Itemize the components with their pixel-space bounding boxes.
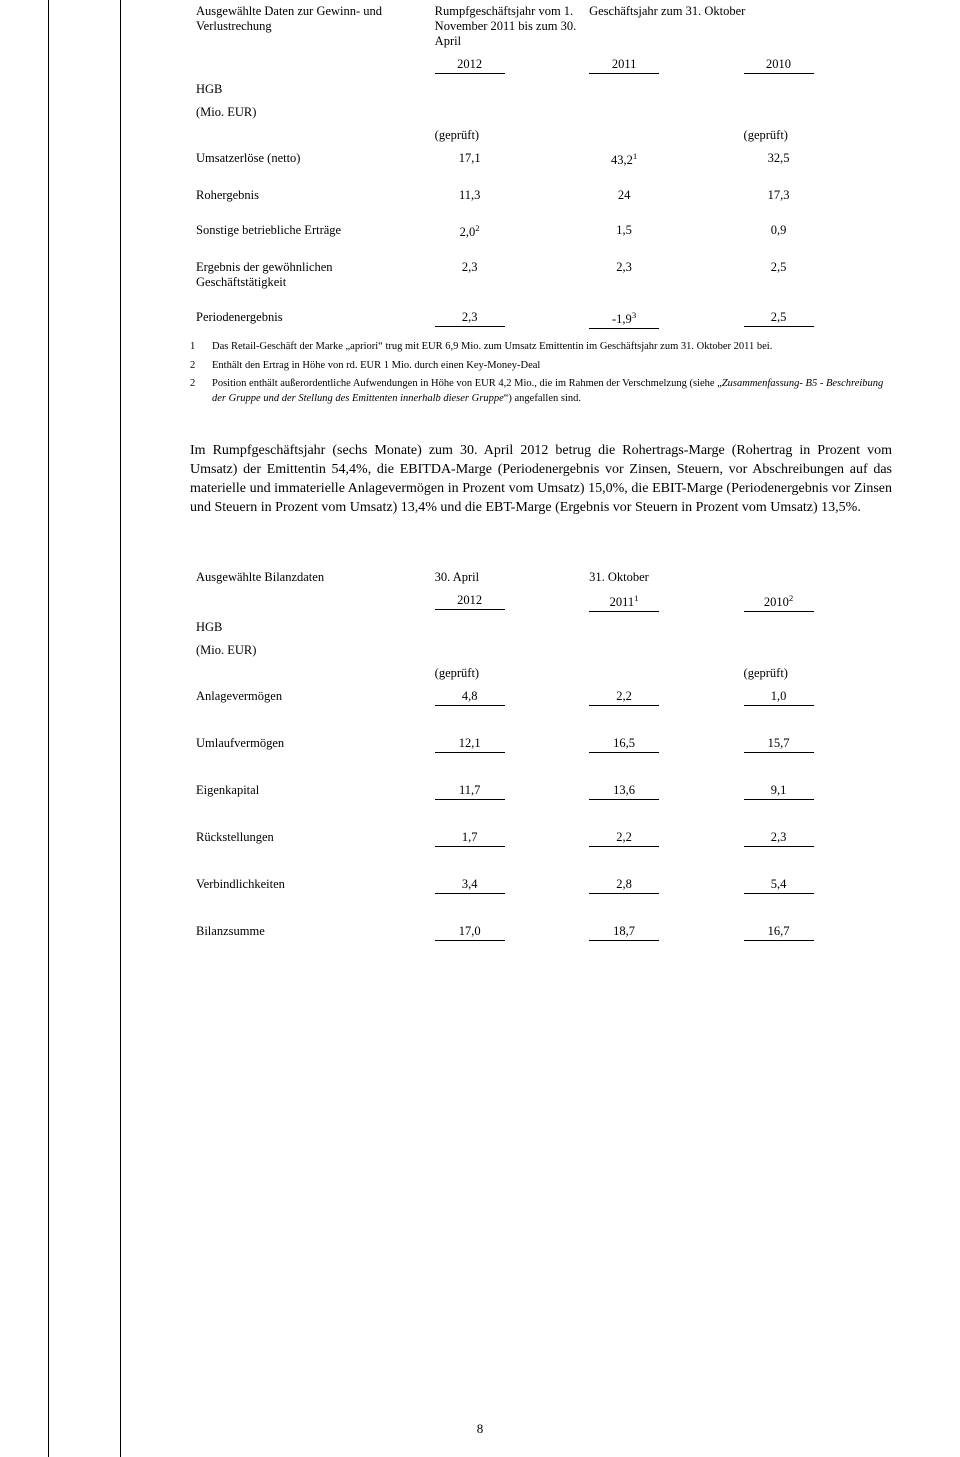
bs-hgb-2: (Mio. EUR) <box>190 639 892 662</box>
row-label: Sonstige betriebliche Erträge <box>190 219 429 244</box>
pl-audit-row: (geprüft) (geprüft) <box>190 124 892 147</box>
bs-col1-header: 30. April <box>429 566 583 589</box>
row-value: 2,3 <box>738 826 892 851</box>
row-value: 2,5 <box>738 306 892 333</box>
table-row: Eigenkapital11,713,69,1 <box>190 779 892 804</box>
row-value: 2,5 <box>738 256 892 294</box>
row-label: Umlaufvermögen <box>190 732 429 757</box>
table-row: Sonstige betriebliche Erträge2,021,50,9 <box>190 219 892 244</box>
footnote-text: Position enthält außerordentliche Aufwen… <box>212 376 892 406</box>
bs-audit-row: (geprüft) (geprüft) <box>190 662 892 685</box>
row-value: 17,1 <box>429 147 583 172</box>
row-value: -1,93 <box>583 306 737 333</box>
footnote: 2Position enthält außerordentliche Aufwe… <box>190 376 892 406</box>
hgb-label-1: HGB <box>190 78 892 101</box>
row-value: 2,8 <box>583 873 737 898</box>
row-label: Periodenergebnis <box>190 306 429 333</box>
footnote-number: 2 <box>190 358 212 373</box>
row-label: Ergebnis der gewöhnlichen Geschäftstätig… <box>190 256 429 294</box>
row-value: 43,21 <box>583 147 737 172</box>
bs-year-1: 2012 <box>435 593 505 610</box>
table-row: Periodenergebnis2,3-1,932,5 <box>190 306 892 333</box>
row-label: Umsatzerlöse (netto) <box>190 147 429 172</box>
row-value: 2,2 <box>583 826 737 851</box>
table-row: Rohergebnis11,32417,3 <box>190 184 892 207</box>
bs-years-row: 2012 20111 20102 <box>190 589 892 616</box>
table-header-row: Ausgewählte Daten zur Gewinn- und Verlus… <box>190 0 892 53</box>
row-value: 16,7 <box>738 920 892 945</box>
row-value: 15,7 <box>738 732 892 757</box>
pl-year-1: 2012 <box>435 57 505 74</box>
row-value: 1,5 <box>583 219 737 244</box>
row-value: 4,8 <box>429 685 583 710</box>
bs-year-3: 20102 <box>744 593 814 612</box>
footnote-text: Das Retail-Geschäft der Marke „apriori“ … <box>212 339 892 354</box>
table-row: Anlagevermögen4,82,21,0 <box>190 685 892 710</box>
row-value: 0,9 <box>738 219 892 244</box>
row-label: Rückstellungen <box>190 826 429 851</box>
footnote: 2Enthält den Ertrag in Höhe von rd. EUR … <box>190 358 892 373</box>
table-row: Ergebnis der gewöhnlichen Geschäftstätig… <box>190 256 892 294</box>
pl-geprueft-2: (geprüft) <box>738 124 892 147</box>
bs-geprueft-1: (geprüft) <box>429 662 583 685</box>
footnote-number: 1 <box>190 339 212 354</box>
bs-col23-header: 31. Oktober <box>583 566 892 589</box>
row-value: 12,1 <box>429 732 583 757</box>
pl-years-row: 2012 2011 2010 <box>190 53 892 78</box>
row-value: 24 <box>583 184 737 207</box>
row-label: Eigenkapital <box>190 779 429 804</box>
row-value: 5,4 <box>738 873 892 898</box>
bs-header-row: Ausgewählte Bilanzdaten 30. April 31. Ok… <box>190 566 892 589</box>
bs-hgb-1: HGB <box>190 616 892 639</box>
table-row: Umlaufvermögen12,116,515,7 <box>190 732 892 757</box>
pl-year-2: 2011 <box>589 57 659 74</box>
row-value: 16,5 <box>583 732 737 757</box>
page-number: 8 <box>0 1421 960 1437</box>
hgb-label-2: (Mio. EUR) <box>190 101 892 124</box>
row-value: 1,7 <box>429 826 583 851</box>
pl-geprueft-1: (geprüft) <box>429 124 583 147</box>
row-value: 2,3 <box>429 306 583 333</box>
row-value: 1,0 <box>738 685 892 710</box>
row-value: 17,0 <box>429 920 583 945</box>
row-label: Anlagevermögen <box>190 685 429 710</box>
pl-year-3: 2010 <box>744 57 814 74</box>
row-value: 2,3 <box>429 256 583 294</box>
footnote-text: Enthält den Ertrag in Höhe von rd. EUR 1… <box>212 358 892 373</box>
table-row: Verbindlichkeiten3,42,85,4 <box>190 873 892 898</box>
row-value: 13,6 <box>583 779 737 804</box>
footnote-number: 2 <box>190 376 212 406</box>
row-value: 11,3 <box>429 184 583 207</box>
body-paragraph: Im Rumpfgeschäftsjahr (sechs Monate) zum… <box>190 442 892 518</box>
row-value: 3,4 <box>429 873 583 898</box>
row-value: 17,3 <box>738 184 892 207</box>
row-value: 2,3 <box>583 256 737 294</box>
bs-table: Ausgewählte Bilanzdaten 30. April 31. Ok… <box>190 566 892 967</box>
pl-table: Ausgewählte Daten zur Gewinn- und Verlus… <box>190 0 892 333</box>
table-row: Rückstellungen1,72,22,3 <box>190 826 892 851</box>
row-label: Verbindlichkeiten <box>190 873 429 898</box>
row-value: 18,7 <box>583 920 737 945</box>
row-value: 32,5 <box>738 147 892 172</box>
pl-col1-header: Rumpfgeschäftsjahr vom 1. November 2011 … <box>429 0 583 53</box>
row-label: Bilanzsumme <box>190 920 429 945</box>
row-value: 9,1 <box>738 779 892 804</box>
bs-title: Ausgewählte Bilanzdaten <box>190 566 429 589</box>
bs-geprueft-2: (geprüft) <box>738 662 892 685</box>
row-label: Rohergebnis <box>190 184 429 207</box>
table-row: Umsatzerlöse (netto)17,143,2132,5 <box>190 147 892 172</box>
row-value: 2,02 <box>429 219 583 244</box>
row-value: 11,7 <box>429 779 583 804</box>
pl-title: Ausgewählte Daten zur Gewinn- und Verlus… <box>190 0 429 53</box>
bs-year-2: 20111 <box>589 593 659 612</box>
pl-footnotes: 1Das Retail-Geschäft der Marke „apriori“… <box>190 339 892 406</box>
table-row: Bilanzsumme17,018,716,7 <box>190 920 892 945</box>
row-value: 2,2 <box>583 685 737 710</box>
pl-col23-header: Geschäftsjahr zum 31. Oktober <box>583 0 892 53</box>
footnote: 1Das Retail-Geschäft der Marke „apriori“… <box>190 339 892 354</box>
